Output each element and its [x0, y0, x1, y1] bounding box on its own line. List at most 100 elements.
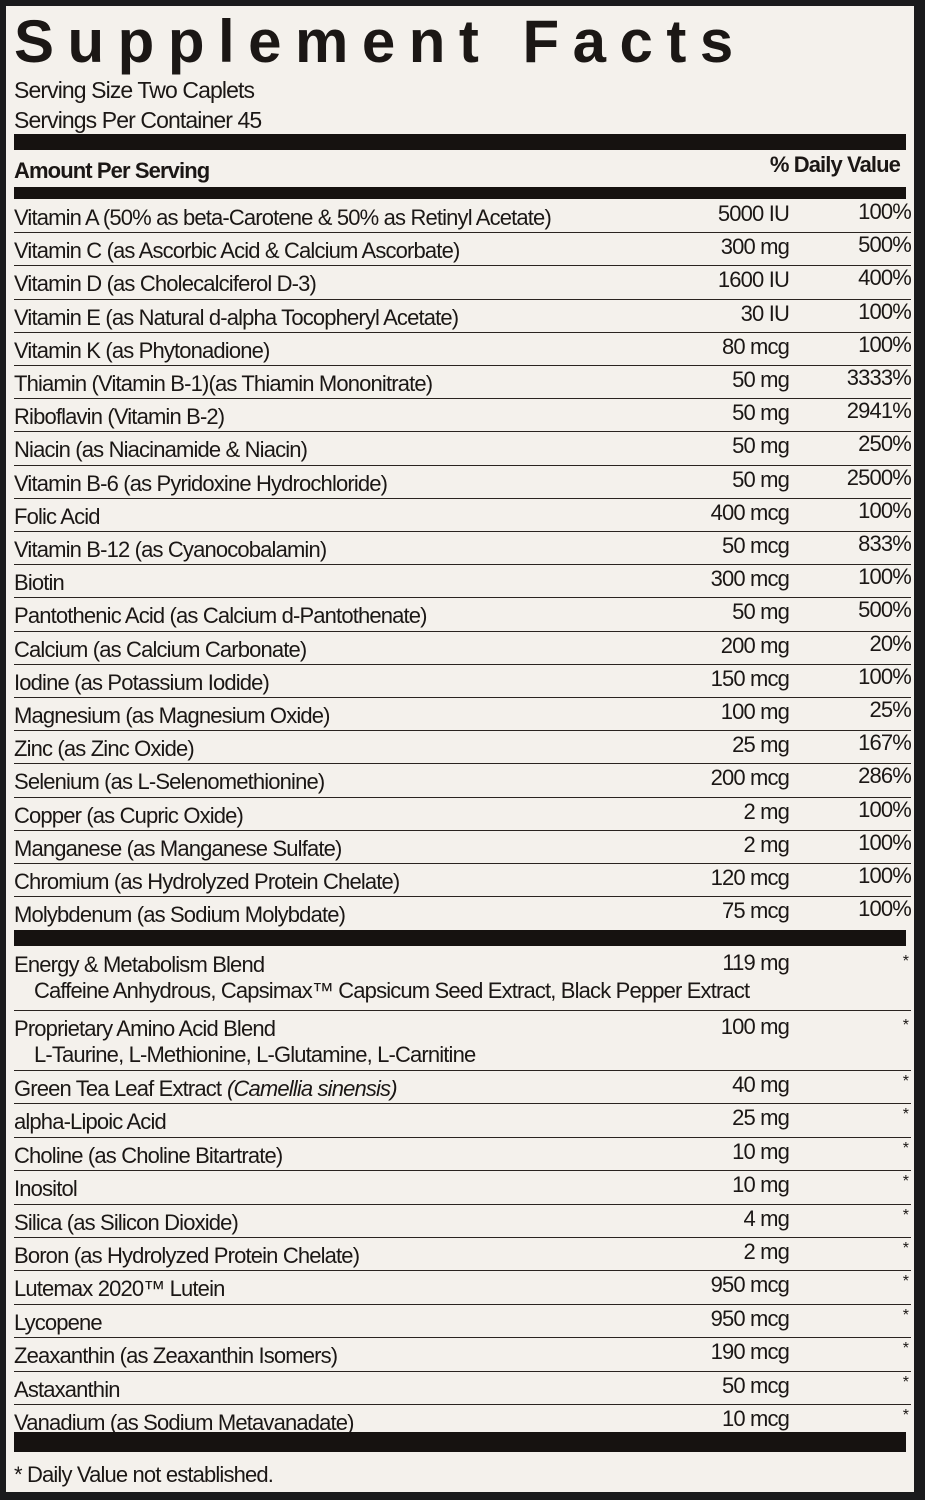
- nutrient-daily-value: 3333%: [846, 365, 912, 390]
- nutrient-row: Vitamin K (as Phytonadione) 80 mcg 100%: [14, 331, 912, 366]
- nutrient-amount: 100 mg: [720, 699, 790, 724]
- daily-value-asterisk: *: [902, 953, 909, 970]
- nutrient-row: Calcium (as Calcium Carbonate) 200 mg 20%: [14, 631, 912, 665]
- amount-per-serving-header: Amount Per Serving: [14, 158, 210, 183]
- nutrient-name: Vitamin C (as Ascorbic Acid & Calcium As…: [14, 238, 460, 264]
- nutrient-amount: 2 mg: [743, 831, 789, 857]
- nutrient-daily-value: 100%: [858, 863, 912, 888]
- label-title: Supplement Facts: [14, 8, 747, 75]
- nutrient-name: Copper (as Cupric Oxide): [14, 802, 244, 828]
- footnote: * Daily Value not established.: [14, 1462, 274, 1487]
- daily-value-asterisk: *: [902, 1240, 909, 1257]
- daily-value-asterisk: *: [902, 1106, 909, 1124]
- serving-size: Serving Size Two Caplets: [14, 77, 255, 103]
- blend-row: Proprietary Amino Acid Blend L-Taurine, L…: [14, 1010, 911, 1071]
- nutrient-row: Vitamin B-6 (as Pyridoxine Hydrochloride…: [14, 465, 912, 499]
- nutrient-daily-value: 2941%: [846, 398, 912, 424]
- nutrient-name: Molybdenum (as Sodium Molybdate): [14, 902, 346, 928]
- nutrient-row: Manganese (as Manganese Sulfate) 2 mg 100%: [14, 829, 912, 864]
- servings-per-container: Servings Per Container 45: [14, 107, 262, 133]
- nutrient-daily-value: 100%: [858, 199, 912, 224]
- nutrient-daily-value: 167%: [858, 730, 912, 756]
- nutrient-row: Vitamin C (as Ascorbic Acid & Calcium As…: [14, 232, 912, 267]
- nutrient-amount: 50 mg: [732, 367, 790, 392]
- nutrient-row: Selenium (as L-Selenomethionine) 200 mcg 2…: [14, 763, 912, 798]
- nutrient-name: Inositol: [14, 1176, 78, 1202]
- nutrient-row: Boron (as Hydrolyzed Protein Chelate) 2 m…: [14, 1237, 911, 1272]
- nutrient-row: Green Tea Leaf Extract (Camellia sinensis…: [14, 1070, 911, 1105]
- nutrient-name: Iodine (as Potassium Iodide): [14, 669, 270, 695]
- nutrient-daily-value: 25%: [869, 697, 912, 722]
- nutrient-amount: 200 mg: [720, 632, 790, 658]
- divider-bar: [14, 187, 906, 199]
- nutrient-name: Vitamin B-6 (as Pyridoxine Hydrochloride…: [14, 470, 388, 496]
- daily-value-asterisk: *: [902, 1206, 909, 1224]
- daily-value-asterisk: *: [902, 1139, 909, 1157]
- nutrient-row: Biotin 300 mcg 100%: [14, 564, 912, 599]
- nutrient-name: Choline (as Choline Bitartrate): [14, 1142, 283, 1168]
- nutrient-row: Folic Acid 400 mcg 100%: [14, 498, 912, 532]
- divider-bar: [14, 930, 906, 946]
- nutrient-amount: 150 mcg: [710, 665, 790, 691]
- daily-value-asterisk: *: [902, 1273, 909, 1291]
- nutrient-name: alpha-Lipoic Acid: [14, 1109, 167, 1135]
- nutrient-row: Pantothenic Acid (as Calcium d-Pantothen…: [14, 597, 912, 632]
- nutrient-row: alpha-Lipoic Acid 25 mg *: [14, 1103, 911, 1138]
- nutrient-amount: 400 mcg: [710, 499, 790, 525]
- nutrient-name: Niacin (as Niacinamide & Niacin): [14, 437, 308, 463]
- daily-value-asterisk: *: [902, 1017, 909, 1034]
- nutrient-name: Selenium (as L-Selenomethionine): [14, 769, 325, 795]
- blend-name: Energy & Metabolism Blend: [14, 952, 265, 977]
- blend-amount: 100 mg: [720, 1014, 790, 1039]
- nutrient-name: Green Tea Leaf Extract: [14, 1076, 222, 1101]
- nutrient-amount: 30 IU: [740, 300, 790, 326]
- nutrient-name: Vanadium (as Sodium Metavanadate): [14, 1410, 354, 1435]
- daily-value-header: % Daily Value: [769, 152, 901, 177]
- nutrient-row: Choline (as Choline Bitartrate) 10 mg *: [14, 1137, 911, 1172]
- nutrient-daily-value: 833%: [858, 531, 912, 556]
- nutrient-name: Vitamin E (as Natural d-alpha Tocopheryl…: [14, 304, 459, 330]
- nutrient-amount: 25 mg: [732, 732, 790, 758]
- nutrient-row: Astaxanthin 50 mcg *: [14, 1371, 911, 1405]
- nutrient-amount: 2 mg: [743, 798, 789, 824]
- nutrient-name: Pantothenic Acid (as Calcium d-Pantothen…: [14, 603, 427, 629]
- nutrient-amount: 10 mg: [732, 1172, 790, 1198]
- nutrient-name: Lutemax 2020™ Lutein: [14, 1276, 225, 1302]
- nutrient-amount: 1600 IU: [717, 267, 790, 293]
- blend-name: Proprietary Amino Acid Blend: [14, 1016, 276, 1041]
- nutrient-daily-value: 100%: [858, 829, 912, 855]
- nutrient-name: Biotin: [14, 570, 65, 596]
- nutrient-daily-value: 100%: [858, 896, 912, 922]
- nutrient-row: Magnesium (as Magnesium Oxide) 100 mg 25%: [14, 697, 912, 732]
- nutrient-name: Thiamin (Vitamin B-1)(as Thiamin Mononit…: [14, 371, 433, 396]
- divider-bar: [14, 1432, 906, 1452]
- nutrient-name: Calcium (as Calcium Carbonate): [14, 636, 307, 662]
- nutrient-row: Lycopene 950 mcg *: [14, 1304, 911, 1339]
- nutrient-daily-value: 400%: [858, 265, 912, 291]
- nutrient-row: Molybdenum (as Sodium Molybdate) 75 mcg 10…: [14, 896, 912, 929]
- nutrient-daily-value: 100%: [858, 663, 912, 689]
- nutrient-row: Thiamin (Vitamin B-1)(as Thiamin Mononit…: [14, 365, 912, 400]
- nutrient-name: Vitamin B-12 (as Cyanocobalamin): [14, 537, 327, 562]
- nutrient-amount: 40 mg: [732, 1072, 790, 1097]
- nutrient-amount: 50 mg: [732, 466, 790, 492]
- blend-ingredients: L-Taurine, L-Methionine, L-Glutamine, L-…: [34, 1042, 476, 1067]
- blend-row: Energy & Metabolism Blend Caffeine Anhydr…: [14, 946, 911, 1011]
- nutrient-daily-value: 500%: [858, 232, 912, 258]
- nutrient-daily-value: 100%: [858, 564, 912, 590]
- nutrient-row: Copper (as Cupric Oxide) 2 mg 100%: [14, 797, 912, 831]
- nutrient-row: Iodine (as Potassium Iodide) 150 mcg 100%: [14, 663, 912, 698]
- nutrient-row: Lutemax 2020™ Lutein 950 mcg *: [14, 1270, 911, 1305]
- nutrient-amount: 25 mg: [732, 1105, 790, 1131]
- nutrient-name: Silica (as Silicon Dioxide): [14, 1209, 239, 1235]
- nutrient-amount: 200 mcg: [710, 765, 790, 791]
- nutrient-amount: 10 mg: [732, 1138, 790, 1164]
- nutrient-daily-value: 100%: [858, 331, 912, 357]
- nutrient-row: Riboflavin (Vitamin B-2) 50 mg 2941%: [14, 398, 912, 433]
- nutrient-row: Vitamin D (as Cholecalciferol D-3) 1600 I…: [14, 265, 912, 300]
- nutrient-name: Boron (as Hydrolyzed Protein Chelate): [14, 1243, 360, 1268]
- nutrient-row: Vitamin A (50% as beta-Carotene & 50% as…: [14, 199, 912, 234]
- botanical-name: (Camellia sinensis): [227, 1076, 398, 1101]
- daily-value-asterisk: *: [902, 1407, 909, 1424]
- nutrient-name: Vitamin A (50% as beta-Carotene & 50% as…: [14, 205, 552, 230]
